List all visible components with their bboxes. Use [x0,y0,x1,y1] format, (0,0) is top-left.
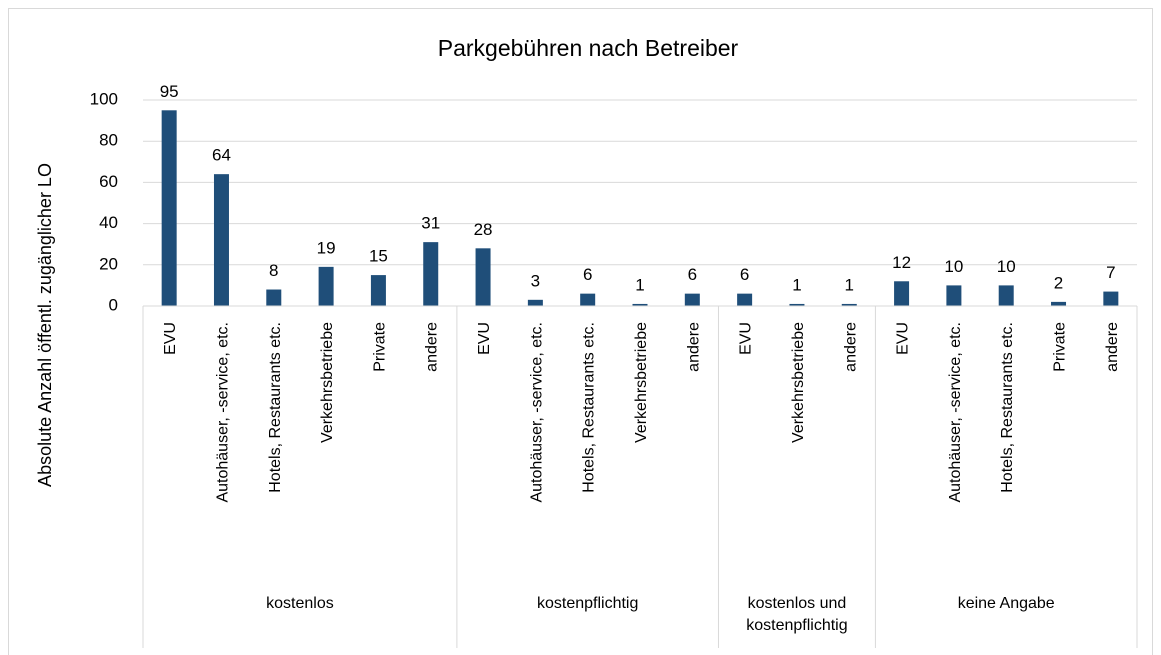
y-tick-label: 40 [99,213,118,232]
x-tick-label: EVU [162,322,179,355]
bar [1103,291,1119,306]
value-label: 6 [688,265,697,284]
value-label: 64 [212,146,231,165]
x-tick-label: Autohäuser, -service, etc. [528,322,545,503]
bar [1051,301,1067,306]
bar [946,285,962,306]
bar [475,248,491,306]
bar [789,303,805,306]
x-tick-label: Hotels, Restaurants etc. [581,322,598,493]
bar [894,281,910,306]
x-tick-label: Verkehrsbetriebe [319,322,336,443]
x-tick-label: Verkehrsbetriebe [790,322,807,443]
y-tick-label: 100 [90,89,118,108]
value-label: 28 [474,220,493,239]
y-tick-label: 0 [109,295,118,314]
group-label: keine Angabe [957,595,1055,612]
bar [161,110,177,306]
bar [998,285,1014,306]
value-label: 31 [421,214,440,233]
x-tick-label: andere [424,322,441,372]
bar [370,275,386,306]
y-tick-label: 60 [99,172,118,191]
group-label: kostenpflichtig [536,595,639,612]
value-label: 1 [635,275,644,294]
value-label: 1 [845,275,854,294]
x-tick-label: EVU [476,322,493,355]
bar [423,242,439,306]
value-label: 6 [740,265,749,284]
x-tick-label: Verkehrsbetriebe [633,322,650,443]
bar [684,293,700,306]
x-tick-label: andere [842,322,859,372]
bar [737,293,753,306]
y-tick-label: 80 [99,131,118,150]
value-label: 95 [160,82,179,101]
value-label: 10 [944,257,963,276]
value-label: 12 [892,253,911,272]
bar [527,299,543,306]
group-label: kostenlos [266,595,334,612]
chart-frame [8,8,1153,655]
value-label: 10 [997,257,1016,276]
bar [580,293,596,306]
value-label: 15 [369,247,388,266]
bar [632,303,648,306]
x-tick-label: Autohäuser, -service, etc. [214,322,231,503]
x-tick-label: EVU [738,322,755,355]
y-axis-title: Absolute Anzahl öffentl. zugänglicher LO [35,163,55,487]
value-label: 3 [531,271,540,290]
bar [213,174,229,306]
value-label: 19 [317,238,336,257]
value-label: 8 [269,261,278,280]
chart-title: Parkgebühren nach Betreiber [438,35,739,61]
value-label: 7 [1106,263,1115,282]
x-tick-label: andere [685,322,702,372]
x-tick-label: Hotels, Restaurants etc. [999,322,1016,493]
value-label: 1 [792,275,801,294]
x-tick-label: EVU [895,322,912,355]
x-tick-label: Hotels, Restaurants etc. [267,322,284,493]
group-label: kostenlos und kostenpflichtig [746,595,848,634]
x-tick-label: andere [1104,322,1121,372]
x-tick-label: Autohäuser, -service, etc. [947,322,964,503]
x-tick-label: Private [371,322,388,372]
bar [318,266,334,306]
value-label: 6 [583,265,592,284]
bar [266,289,282,306]
bar [841,303,857,306]
y-tick-label: 20 [99,254,118,273]
x-tick-label: Private [1052,322,1069,372]
value-label: 2 [1054,273,1063,292]
